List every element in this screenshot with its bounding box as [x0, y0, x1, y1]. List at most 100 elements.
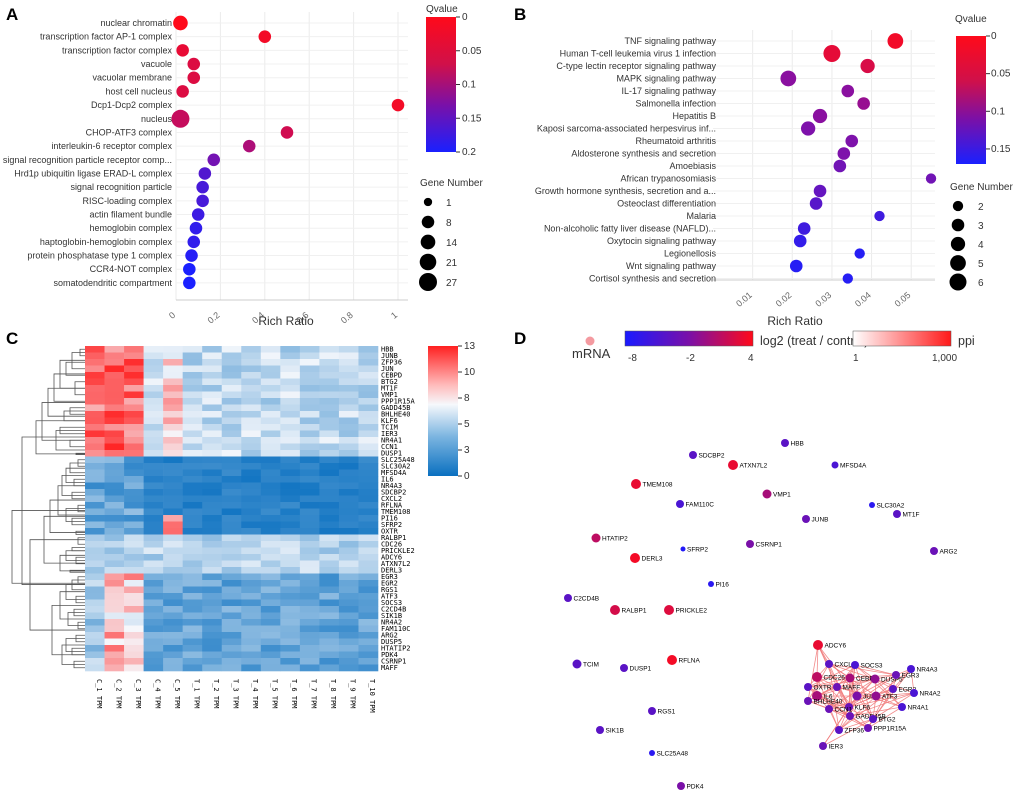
- heatmap-cell: [260, 567, 281, 574]
- heatmap-cell: [241, 593, 262, 600]
- network-node: [781, 439, 789, 447]
- heatmap-cell: [104, 378, 125, 386]
- network-node: [871, 691, 881, 701]
- heatmap-cell: [104, 430, 125, 438]
- heatmap-cell: [202, 372, 223, 379]
- heatmap-cell: [104, 365, 125, 373]
- heatmap-cell: [358, 346, 379, 353]
- heatmap-cell: [202, 560, 223, 568]
- heatmap-gene-label: JUN: [381, 365, 394, 373]
- heatmap-cell: [163, 385, 183, 392]
- panel-a-point: [185, 249, 198, 262]
- heatmap-cell: [338, 378, 359, 386]
- network-node: [728, 460, 738, 470]
- panel-a-q-colorbar: [426, 17, 456, 152]
- heatmap-cell: [280, 554, 301, 561]
- heatmap-cell: [221, 547, 242, 555]
- heatmap-cell: [241, 560, 262, 568]
- heatmap-cell: [319, 352, 340, 360]
- heatmap-cell: [241, 372, 262, 379]
- heatmap-cell: [260, 515, 281, 522]
- ppi-edge: [807, 700, 850, 708]
- heatmap-cell: [85, 599, 105, 607]
- network-node-label: CXCL2: [835, 662, 856, 669]
- heatmap-cell: [143, 437, 164, 444]
- heatmap-cell: [202, 534, 223, 542]
- panel-a-xtick: 0: [167, 310, 177, 321]
- heatmap-cell: [338, 495, 359, 503]
- heatmap-cell: [358, 443, 379, 451]
- heatmap-cell: [241, 645, 262, 652]
- panel-c-ticklabel: 8: [464, 393, 470, 404]
- panel-c-letter: C: [6, 329, 18, 348]
- heatmap-cell: [299, 560, 320, 568]
- mrna-legend-label: mRNA: [572, 346, 611, 361]
- network-node: [825, 660, 833, 668]
- heatmap-cell: [85, 664, 105, 672]
- heatmap-cell: [163, 495, 183, 503]
- heatmap-cell: [85, 625, 105, 633]
- heatmap-cell: [358, 411, 379, 418]
- panel-b-g-title: Gene Number: [950, 182, 1013, 193]
- heatmap-cell: [241, 619, 262, 626]
- heatmap-cell: [182, 541, 203, 548]
- panel-b-term-label: Rheumatoid arthritis: [635, 136, 716, 146]
- panel-b-xtick: 0.02: [774, 290, 794, 309]
- dendrogram-branch: [69, 439, 85, 448]
- ppi-edge: [875, 692, 915, 697]
- panel-a-xtick: 1: [389, 310, 399, 321]
- network-node-label: MFSD4A: [840, 463, 867, 470]
- heatmap-cell: [182, 521, 203, 529]
- heatmap-cell: [221, 391, 242, 399]
- panel-b-term-label: IL-17 signaling pathway: [621, 86, 716, 96]
- heatmap-cell: [163, 554, 183, 561]
- heatmap-cell: [260, 411, 281, 418]
- heatmap-cell: [280, 573, 301, 581]
- heatmap-gene-label: CXCL2: [381, 495, 402, 503]
- heatmap-cell: [299, 567, 320, 574]
- heatmap-cell: [319, 560, 340, 568]
- heatmap-cell: [299, 515, 320, 522]
- heatmap-gene-label: RALBP1: [381, 534, 406, 542]
- network-node-label: BHLHE40: [814, 699, 843, 706]
- heatmap-cell: [221, 424, 242, 431]
- heatmap-cell: [85, 534, 105, 542]
- heatmap-cell: [338, 391, 359, 399]
- heatmap-cell: [319, 495, 340, 503]
- heatmap-cell: [104, 463, 125, 470]
- heatmap-cell: [143, 359, 164, 366]
- heatmap-cell: [143, 346, 164, 353]
- heatmap-cell: [338, 658, 359, 665]
- panel-c-ticklabel: 5: [464, 419, 470, 430]
- heatmap-cell: [104, 398, 125, 405]
- heatmap-cell: [143, 638, 164, 646]
- heatmap-cell: [143, 417, 164, 425]
- heatmap-gene-label: HTATIP2: [381, 645, 411, 653]
- heatmap-cell: [85, 521, 105, 529]
- heatmap-cell: [338, 586, 359, 594]
- heatmap-cell: [319, 586, 340, 594]
- heatmap-cell: [124, 612, 144, 620]
- heatmap-cell: [221, 606, 242, 613]
- heatmap-cell: [202, 508, 223, 516]
- panel-b-q-colorbar: [956, 36, 986, 164]
- heatmap-cell: [221, 541, 242, 548]
- heatmap-cell: [241, 658, 262, 665]
- heatmap-cell: [260, 365, 281, 373]
- heatmap-cell: [221, 398, 242, 405]
- heatmap-gene-label: PI16: [381, 515, 398, 523]
- heatmap-cell: [221, 586, 242, 594]
- heatmap-cell: [124, 443, 144, 451]
- heatmap-cell: [163, 450, 183, 457]
- network-node: [746, 540, 754, 548]
- heatmap-cell: [319, 411, 340, 418]
- heatmap-cell: [104, 437, 125, 444]
- heatmap-cell: [319, 651, 340, 659]
- heatmap-cell: [319, 482, 340, 490]
- panel-a-term-label: Hrd1p ubiquitin ligase ERAD-L complex: [14, 168, 172, 178]
- heatmap-cell: [241, 521, 262, 529]
- heatmap-gene-label: EGR3: [381, 573, 398, 581]
- heatmap-cell: [338, 606, 359, 613]
- heatmap-cell: [280, 398, 301, 405]
- panel-b-size-dot: [951, 218, 965, 232]
